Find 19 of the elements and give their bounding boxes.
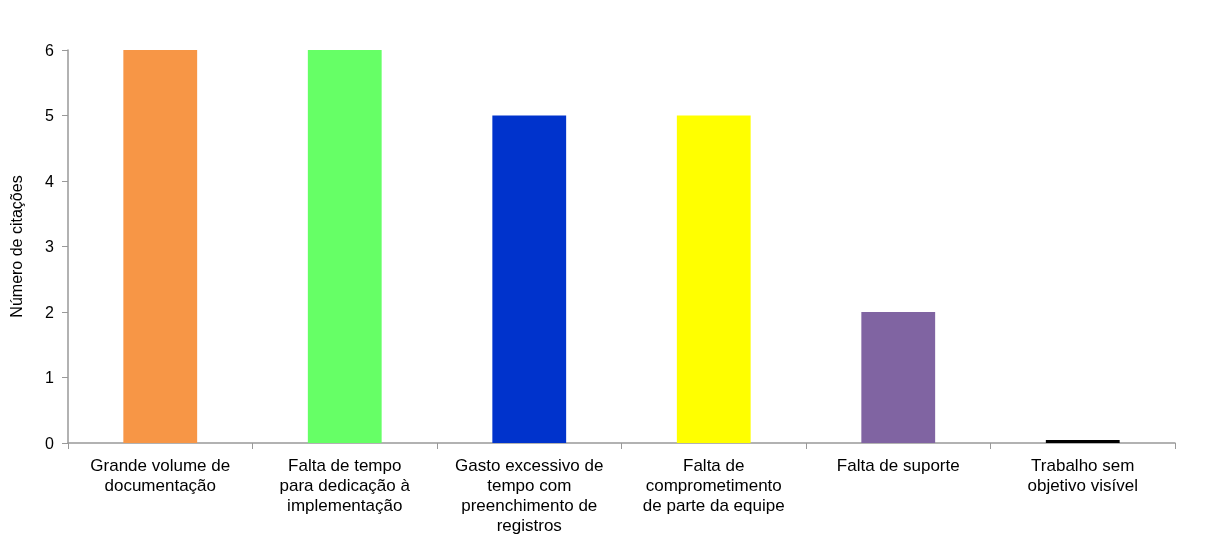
bar <box>307 50 382 443</box>
bar <box>676 115 751 443</box>
x-tick-label: Falta de suporte <box>836 455 960 475</box>
y-tick-label: 5 <box>45 107 55 124</box>
y-axis-title: Número de citações <box>7 175 25 318</box>
bar <box>861 312 936 443</box>
y-tick-label: 1 <box>45 369 55 386</box>
x-tick-label: Gasto excessivo de tempo com preenchimento de registros <box>455 455 604 535</box>
y-tick-label: 2 <box>45 303 55 321</box>
y-tick-label: 3 <box>45 238 55 255</box>
x-tick-label: Falta de tempo para dedicação à implementação <box>279 455 411 515</box>
x-tick-label: Grande volume de documentação <box>90 455 231 495</box>
bar <box>123 50 198 443</box>
y-tick-label: 6 <box>45 41 55 59</box>
y-tick-label: 0 <box>45 434 55 452</box>
bar <box>492 115 567 443</box>
x-tick-label: Falta de comprometimento de parte da equipe <box>642 455 785 515</box>
x-tick-label: Trabalho sem objetivo visível <box>1027 455 1139 495</box>
y-tick-label: 4 <box>45 172 55 190</box>
